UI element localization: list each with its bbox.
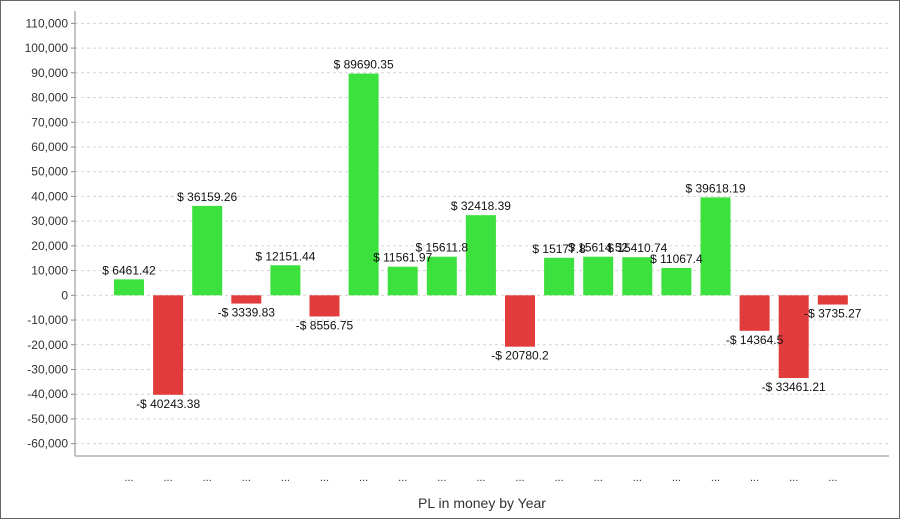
data-label: $ 39618.19 xyxy=(685,181,745,195)
bar xyxy=(348,73,379,296)
data-label: $ 11561.97 xyxy=(373,251,432,265)
bar xyxy=(426,256,457,296)
bar xyxy=(153,295,184,395)
data-label: $ 36159.26 xyxy=(177,190,237,204)
x-category-label: ... xyxy=(711,472,720,484)
y-tick-label: -40,000 xyxy=(27,387,68,401)
bar xyxy=(622,257,653,296)
bars xyxy=(114,73,848,395)
category-labels: ........................................… xyxy=(124,472,837,484)
data-label: $ 11067.4 xyxy=(650,252,703,266)
data-label: -$ 14364.5 xyxy=(726,333,784,347)
x-category-label: ... xyxy=(398,472,407,484)
data-label: $ 15614.52 xyxy=(568,241,628,255)
y-tick-label: -30,000 xyxy=(27,362,68,376)
y-tick-label: 10,000 xyxy=(31,264,68,278)
x-category-label: ... xyxy=(672,472,681,484)
x-category-label: ... xyxy=(750,472,759,484)
x-category-label: ... xyxy=(164,472,173,484)
data-label: $ 15611.8 xyxy=(416,241,469,255)
bar xyxy=(465,215,496,296)
x-category-label: ... xyxy=(320,472,329,484)
x-category-label: ... xyxy=(515,472,524,484)
bar xyxy=(505,295,535,347)
data-label: $ 6461.42 xyxy=(102,263,156,277)
x-category-label: ... xyxy=(594,472,603,484)
y-tick-label: 80,000 xyxy=(31,91,68,105)
bar xyxy=(231,295,262,304)
x-axis-title: PL in money by Year xyxy=(418,495,546,511)
y-tick-label: -60,000 xyxy=(27,437,68,451)
data-label: $ 12151.44 xyxy=(255,249,315,263)
x-category-label: ... xyxy=(124,472,133,484)
y-tick-label: 40,000 xyxy=(31,189,68,203)
y-tick-label: 100,000 xyxy=(25,41,69,55)
data-label: -$ 33461.21 xyxy=(762,380,826,394)
bar xyxy=(192,205,223,296)
data-label: -$ 8556.75 xyxy=(296,318,354,332)
data-label: -$ 40243.38 xyxy=(136,397,200,411)
x-category-label: ... xyxy=(555,472,564,484)
bar xyxy=(270,265,301,296)
y-tick-label: 90,000 xyxy=(31,66,68,80)
y-tick-label: -20,000 xyxy=(27,338,68,352)
bar xyxy=(700,197,731,296)
bar xyxy=(778,295,809,379)
y-tick-label: 50,000 xyxy=(31,165,68,179)
y-tick-label: 60,000 xyxy=(31,140,68,154)
y-tick-label: 20,000 xyxy=(31,239,68,253)
bar xyxy=(817,295,848,305)
y-tick-label: 0 xyxy=(61,288,68,302)
data-label: $ 15177.8 xyxy=(532,242,586,256)
bar xyxy=(309,295,340,317)
y-axis-ticks: 110,000 100,000 90,000 80,000 70,000 60,000 50… xyxy=(25,16,75,451)
data-labels: $ 6461.42 -$ 40243.38 $ 36159.26 -$ 3339.83… xyxy=(102,58,862,411)
y-tick-label: 30,000 xyxy=(31,214,68,228)
data-label: $ 15410.74 xyxy=(607,241,667,255)
x-category-label: ... xyxy=(476,472,485,484)
data-label: -$ 3339.83 xyxy=(218,306,276,320)
x-category-label: ... xyxy=(359,472,368,484)
y-tick-label: 110,000 xyxy=(26,16,69,30)
bar xyxy=(661,267,692,296)
x-category-label: ... xyxy=(633,472,642,484)
x-category-label: ... xyxy=(789,472,798,484)
bar xyxy=(544,257,575,296)
x-category-label: ... xyxy=(828,472,837,484)
data-label: $ 32418.39 xyxy=(451,199,511,213)
bar xyxy=(739,295,770,331)
x-category-label: ... xyxy=(242,472,251,484)
y-tick-label: -50,000 xyxy=(27,412,68,426)
bar xyxy=(387,266,418,296)
x-category-label: ... xyxy=(281,472,290,484)
y-tick-label: -10,000 xyxy=(27,313,68,327)
bar xyxy=(583,256,614,296)
x-category-label: ... xyxy=(437,472,446,484)
data-label: -$ 3735.27 xyxy=(804,307,862,321)
y-tick-label: 70,000 xyxy=(31,115,68,129)
data-label: -$ 20780.2 xyxy=(491,349,549,363)
data-label: $ 89690.35 xyxy=(334,58,394,72)
bar xyxy=(114,279,144,296)
x-category-label: ... xyxy=(203,472,212,484)
